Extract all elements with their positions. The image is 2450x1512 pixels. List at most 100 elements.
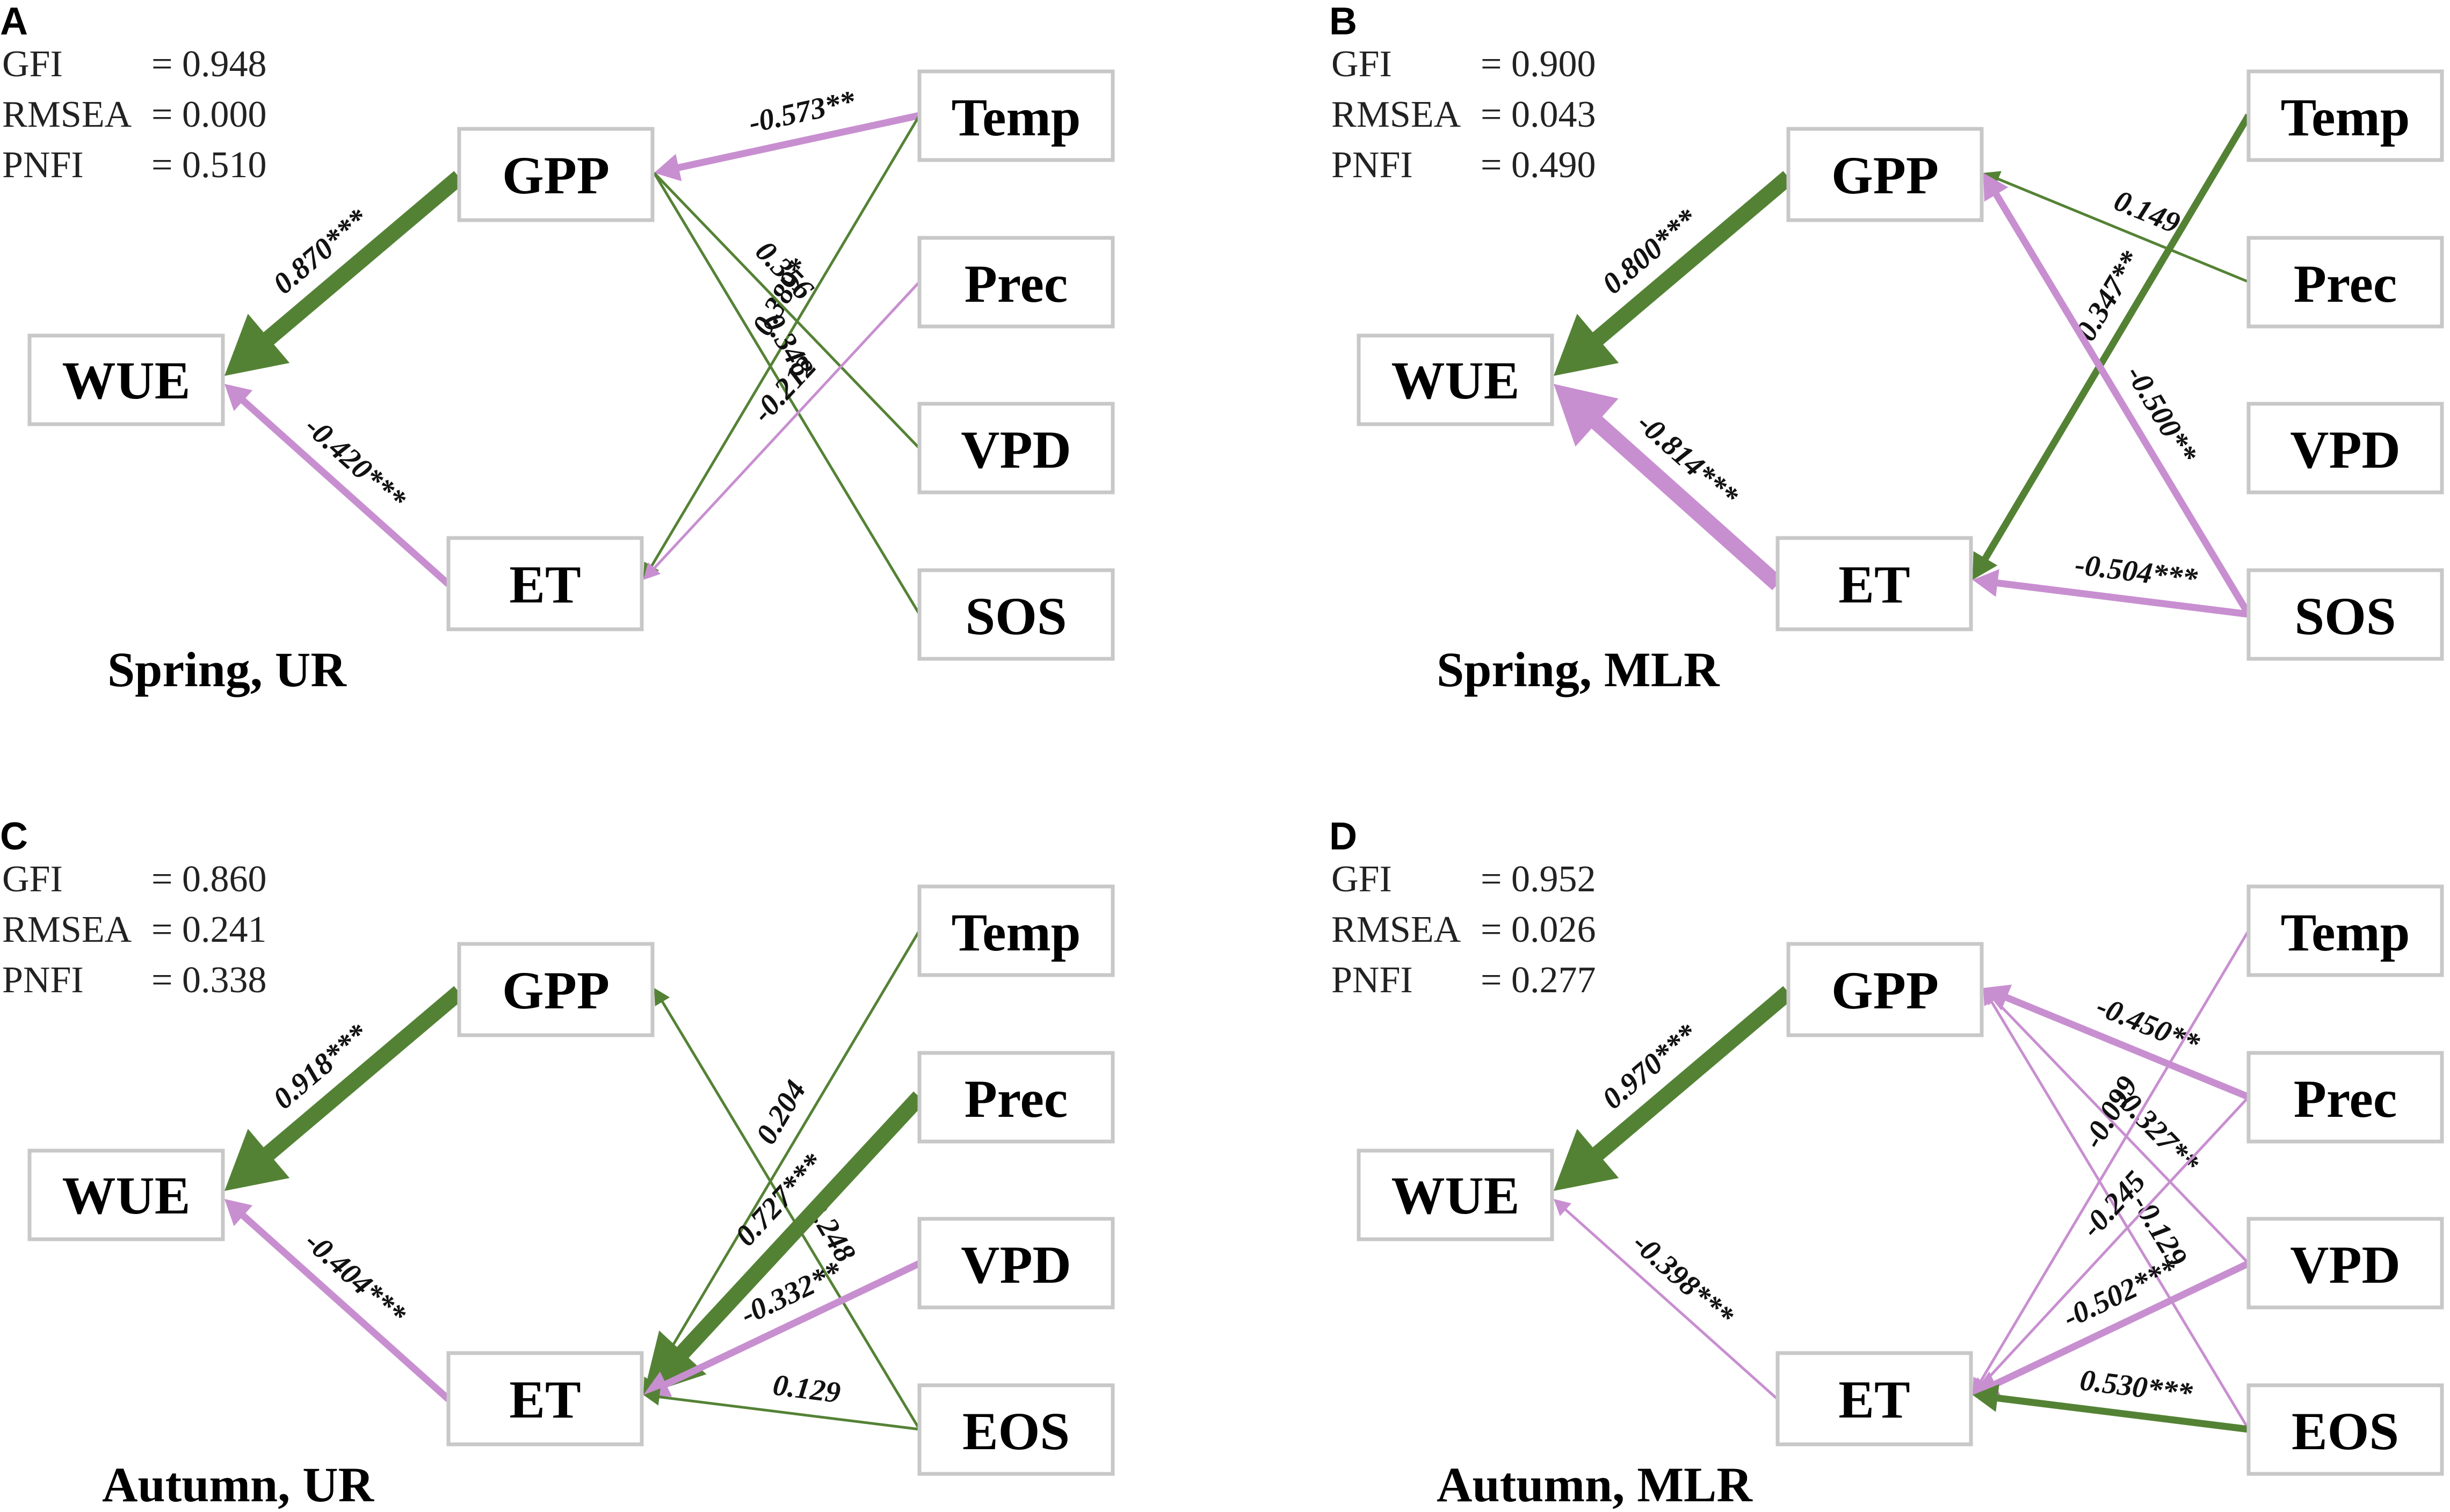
- path-line: [238, 1210, 451, 1402]
- panel-b: B GFI = 0.900 RMSEA = 0.043 PNFI = 0.490…: [1329, 0, 2444, 697]
- node-gpp-label: GPP: [1831, 961, 1939, 1020]
- path-d4-to-et: 0.129: [643, 1368, 920, 1431]
- panel-caption: Autumn, MLR: [1437, 1457, 1753, 1512]
- path-line: [649, 114, 921, 569]
- node-driver-3-box: VPD: [2246, 402, 2444, 495]
- node-driver-4-box: EOS: [917, 1383, 1115, 1476]
- arrowhead: [224, 314, 290, 376]
- stat-pnfi-value: = 0.510: [151, 144, 266, 186]
- path-coefficient-label: 0.204: [750, 1075, 813, 1150]
- path-line: [238, 395, 451, 587]
- node-wue-label: WUE: [1391, 351, 1520, 410]
- panel-a: A GFI = 0.948 RMSEA = 0.000 PNFI = 0.510…: [0, 0, 1115, 697]
- node-driver-3-box: VPD: [2246, 1217, 2444, 1310]
- stat-gfi-name: GFI: [2, 859, 63, 900]
- node-et-box: ET: [1775, 1351, 1973, 1446]
- node-driver-1-box: Temp: [917, 884, 1115, 977]
- path-line: [1995, 177, 2249, 284]
- node-driver-4-box: SOS: [917, 568, 1115, 661]
- node-driver-3-label: VPD: [961, 420, 1071, 479]
- node-driver-2-box: Prec: [2246, 1051, 2444, 1144]
- panel-caption: Autumn, UR: [102, 1457, 375, 1512]
- arrowhead: [224, 1129, 290, 1191]
- node-driver-1-label: Temp: [952, 903, 1081, 962]
- arrowhead: [654, 154, 682, 181]
- node-gpp-label: GPP: [502, 961, 610, 1020]
- path-line: [659, 999, 921, 1430]
- path-line: [1585, 411, 1784, 591]
- path-line: [651, 281, 920, 571]
- arrowhead: [643, 1388, 661, 1406]
- panel-c: C GFI = 0.860 RMSEA = 0.241 PNFI = 0.338…: [0, 815, 1115, 1512]
- panel-caption: Spring, MLR: [1437, 642, 1720, 697]
- node-wue-box: WUE: [27, 333, 225, 426]
- path-d1-to-gpp: -0.573**: [654, 84, 920, 181]
- stat-gfi-name: GFI: [1331, 43, 1392, 85]
- path-coefficient-label: 0.129: [771, 1368, 843, 1409]
- stat-rmsea-name: RMSEA: [2, 909, 132, 950]
- arrowhead: [224, 1199, 253, 1226]
- node-driver-2-box: Prec: [917, 1051, 1115, 1144]
- node-driver-1-box: Temp: [2246, 69, 2444, 162]
- node-wue-box: WUE: [1357, 333, 1554, 426]
- node-wue-label: WUE: [1391, 1166, 1520, 1225]
- arrowhead: [643, 1371, 672, 1397]
- path-d4-to-gpp: -0.500**: [1983, 173, 2252, 616]
- arrowhead: [1554, 1199, 1572, 1216]
- path-gpp-to-wue: 0.970***: [1554, 986, 1794, 1191]
- node-et-box: ET: [446, 536, 644, 631]
- node-driver-2-label: Prec: [965, 1069, 1068, 1129]
- path-et-to-wue: -0.404***: [224, 1199, 451, 1402]
- panel-letter: B: [1329, 0, 1357, 43]
- path-d4-to-et: -0.504***: [1973, 548, 2249, 618]
- path-coefficient-label: -0.450**: [2092, 989, 2205, 1061]
- panel-d: D GFI = 0.952 RMSEA = 0.026 PNFI = 0.277…: [1329, 815, 2444, 1512]
- node-driver-1-box: Temp: [2246, 884, 2444, 977]
- path-line: [1991, 997, 2250, 1264]
- path-line: [1989, 999, 2250, 1430]
- stat-gfi-value: = 0.900: [1481, 43, 1596, 85]
- path-line: [1981, 1096, 2250, 1386]
- path-line: [1993, 579, 2249, 618]
- path-line: [649, 929, 921, 1384]
- stat-gfi-value: = 0.948: [151, 43, 266, 85]
- node-driver-4-box: EOS: [2246, 1383, 2444, 1476]
- path-coefficient-label: -0.504***: [2073, 548, 2200, 596]
- arrowhead: [224, 384, 253, 411]
- path-line: [661, 1260, 921, 1389]
- node-driver-4-label: EOS: [962, 1401, 1070, 1461]
- node-et-label: ET: [509, 1370, 581, 1429]
- path-line: [656, 1395, 920, 1431]
- stat-pnfi-value: = 0.490: [1481, 144, 1596, 186]
- node-et-box: ET: [1775, 536, 1973, 631]
- node-et-label: ET: [1838, 1370, 1910, 1429]
- path-line: [653, 172, 921, 615]
- stat-gfi-name: GFI: [1331, 859, 1392, 900]
- stat-pnfi-name: PNFI: [1331, 959, 1413, 1001]
- node-gpp-box: GPP: [457, 942, 655, 1037]
- node-et-box: ET: [446, 1351, 644, 1446]
- arrowhead: [1554, 384, 1619, 447]
- stat-rmsea-name: RMSEA: [1331, 909, 1461, 950]
- node-gpp-box: GPP: [1786, 127, 1984, 222]
- path-gpp-to-wue: 0.870***: [224, 171, 465, 376]
- stat-rmsea-value: = 0.241: [151, 909, 266, 950]
- arrowhead: [643, 562, 661, 580]
- node-driver-2-label: Prec: [965, 254, 1068, 314]
- stat-pnfi-name: PNFI: [1331, 144, 1413, 186]
- path-gpp-to-wue: 0.800***: [1554, 171, 1794, 376]
- node-driver-4-label: SOS: [965, 586, 1067, 646]
- stat-rmsea-value: = 0.043: [1481, 94, 1596, 135]
- node-wue-box: WUE: [1357, 1148, 1554, 1241]
- stat-pnfi-name: PNFI: [2, 959, 84, 1001]
- arrowhead: [1973, 1384, 1999, 1412]
- path-line: [1978, 929, 2250, 1384]
- path-line: [671, 1091, 926, 1364]
- path-line: [257, 986, 465, 1166]
- node-wue-label: WUE: [62, 1166, 191, 1225]
- node-driver-1-box: Temp: [917, 69, 1115, 162]
- stat-pnfi-name: PNFI: [2, 144, 84, 186]
- stat-rmsea-name: RMSEA: [1331, 94, 1461, 135]
- arrowhead: [1983, 988, 1999, 1006]
